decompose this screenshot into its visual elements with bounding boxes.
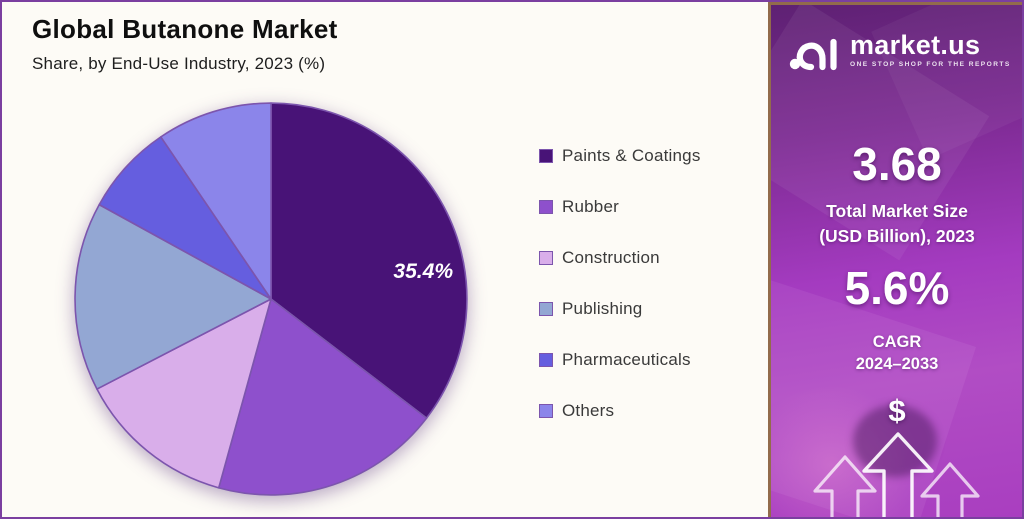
dollar-icon: $ (888, 393, 906, 428)
pie-slice-6 (160, 102, 272, 300)
pie-slice-1 (270, 102, 468, 419)
legend-swatch (539, 251, 553, 265)
market-us-logo-icon (789, 38, 837, 71)
legend-item-1: Paints & Coatings (539, 146, 701, 166)
stat-label-line: 2024–2033 (855, 355, 939, 373)
legend-swatch (539, 302, 553, 316)
legend-swatch (539, 404, 553, 418)
legend-label: Paints & Coatings (562, 146, 701, 165)
stat-label-line: (USD Billion), 2023 (819, 226, 975, 246)
chart-subtitle: Share, by End-Use Industry, 2023 (%) (32, 54, 326, 73)
legend-label: Rubber (562, 197, 619, 216)
brand-name: market.us (850, 29, 981, 60)
legend-label: Publishing (562, 299, 643, 318)
growth-arrows-icon (813, 432, 980, 517)
legend-swatch (539, 353, 553, 367)
legend-swatch (539, 200, 553, 214)
legend-item-2: Rubber (539, 197, 701, 217)
stat-label-line: Total Market Size (826, 201, 968, 221)
legend-label: Others (562, 401, 615, 420)
stat-value-cagr: 5.6% (844, 262, 950, 314)
pie-slice-3 (96, 298, 272, 489)
legend-item-3: Construction (539, 248, 701, 268)
legend-label: Pharmaceuticals (562, 350, 691, 369)
legend-item-6: Others (539, 401, 701, 421)
background-glow (771, 385, 921, 517)
legend-item-4: Publishing (539, 299, 701, 319)
chart-legend: Paints & Coatings Rubber Construction Publi… (539, 146, 701, 421)
stat-label-cagr: CAGR 2024–2033 (771, 331, 1022, 375)
stat-value-market-size: 3.68 (852, 138, 942, 190)
legend-swatch (539, 149, 553, 163)
legend-item-5: Pharmaceuticals (539, 350, 701, 370)
pie-chart: 35.4% (74, 102, 468, 496)
brand-logo: market.us ONE STOP SHOP FOR THE REPORTS (789, 25, 1011, 73)
legend-label: Construction (562, 248, 660, 267)
brand-sidebar: market.us ONE STOP SHOP FOR THE REPORTS … (768, 2, 1022, 517)
pie-data-label: 35.4% (393, 260, 453, 283)
pie-slice-2 (217, 298, 428, 496)
chart-panel: Global Butanone Market Share, by End-Use… (2, 2, 766, 517)
stat-label-line: CAGR (872, 333, 922, 351)
chart-title: Global Butanone Market (32, 14, 338, 44)
pie-slice-4 (74, 203, 272, 390)
brand-tagline: ONE STOP SHOP FOR THE REPORTS (850, 60, 1011, 68)
background-cup-shape (853, 405, 937, 477)
stat-label-market-size: Total Market Size (USD Billion), 2023 (771, 199, 1022, 249)
